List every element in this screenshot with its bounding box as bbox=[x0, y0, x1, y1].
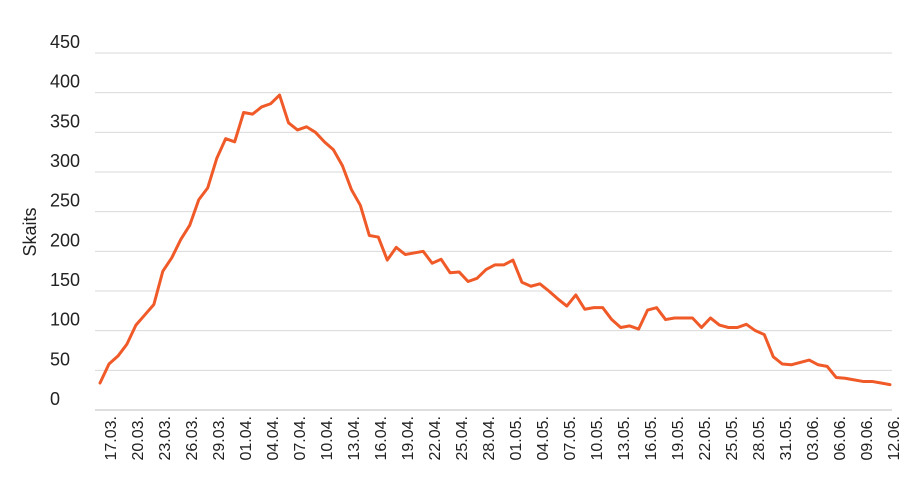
x-tick-label: 03.06. bbox=[805, 416, 822, 460]
x-tick-label: 13.05. bbox=[616, 416, 633, 460]
y-axis-title: Skaits bbox=[20, 207, 40, 256]
series-line bbox=[98, 93, 892, 387]
y-tick-label: 0 bbox=[50, 389, 60, 409]
x-tick-label: 16.04. bbox=[373, 416, 390, 460]
series-layer bbox=[98, 93, 892, 387]
x-tick-label: 19.05. bbox=[670, 416, 687, 460]
x-tick-label: 28.05. bbox=[751, 416, 768, 460]
x-tick-label: 01.05. bbox=[508, 416, 525, 460]
x-tick-label: 28.04. bbox=[481, 416, 498, 460]
x-tick-label: 22.04. bbox=[427, 416, 444, 460]
x-tick-label: 12.06. bbox=[886, 416, 903, 460]
x-tick-label: 06.06. bbox=[832, 416, 849, 460]
x-tick-label: 23.03. bbox=[157, 416, 174, 460]
x-tick-label: 29.03. bbox=[211, 416, 228, 460]
y-axis-ticks: 0 50 100 150 200 250 300 350 400 450 bbox=[50, 32, 80, 409]
x-tick-label: 19.04. bbox=[400, 416, 417, 460]
x-tick-label: 16.05. bbox=[643, 416, 660, 460]
x-tick-label: 10.05. bbox=[589, 416, 606, 460]
y-tick-label: 150 bbox=[50, 270, 80, 290]
y-tick-label: 100 bbox=[50, 310, 80, 330]
y-tick-label: 400 bbox=[50, 72, 80, 92]
x-tick-label: 20.03. bbox=[130, 416, 147, 460]
x-tick-label: 09.06. bbox=[859, 416, 876, 460]
y-tick-label: 50 bbox=[50, 349, 70, 369]
y-tick-label: 450 bbox=[50, 32, 80, 52]
x-tick-label: 17.03. bbox=[103, 416, 120, 460]
x-tick-label: 07.05. bbox=[562, 416, 579, 460]
x-tick-label: 25.04. bbox=[454, 416, 471, 460]
y-tick-label: 200 bbox=[50, 230, 80, 250]
x-tick-label: 01.04. bbox=[238, 416, 255, 460]
x-tick-label: 22.05. bbox=[697, 416, 714, 460]
y-tick-label: 300 bbox=[50, 151, 80, 171]
x-tick-label: 04.04. bbox=[265, 416, 282, 460]
x-axis-ticks: 17.03. 20.03. 23.03. 26.03. 29.03. 01.04. 04.0… bbox=[103, 416, 903, 460]
y-tick-label: 250 bbox=[50, 191, 80, 211]
x-tick-label: 26.03. bbox=[184, 416, 201, 460]
x-tick-label: 31.05. bbox=[778, 416, 795, 460]
gridlines bbox=[95, 52, 892, 411]
x-tick-label: 13.04. bbox=[346, 416, 363, 460]
x-tick-label: 07.04. bbox=[292, 416, 309, 460]
x-tick-label: 10.04. bbox=[319, 416, 336, 460]
x-tick-label: 25.05. bbox=[724, 416, 741, 460]
y-tick-label: 350 bbox=[50, 111, 80, 131]
x-tick-label: 04.05. bbox=[535, 416, 552, 460]
